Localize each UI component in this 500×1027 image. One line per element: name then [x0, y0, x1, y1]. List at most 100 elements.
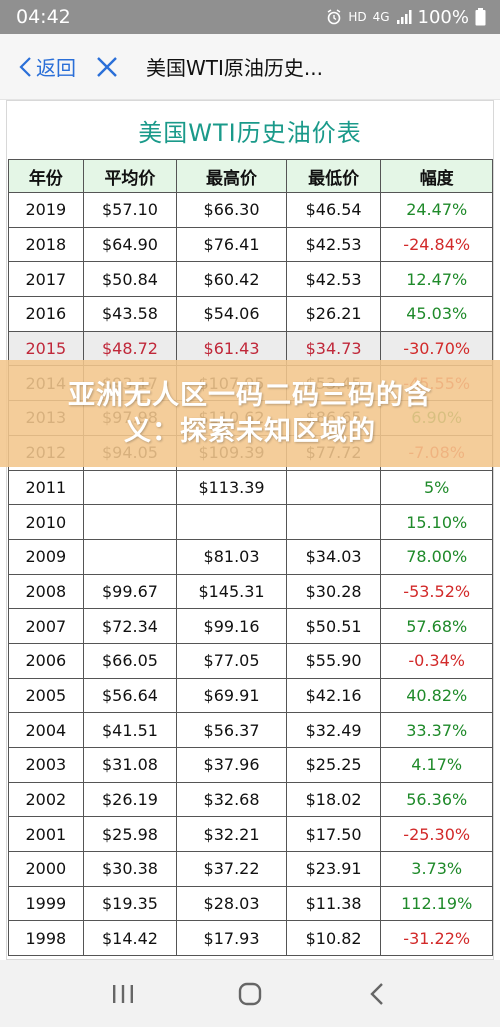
hd-badge: HD: [348, 10, 367, 24]
cell-high: $28.03: [176, 885, 287, 922]
cell-change: 5%: [380, 469, 493, 506]
cell-average: $31.08: [82, 747, 178, 783]
table-body: 2019 $57.10 $66.30 $46.54 24.47% 2018 $64.90 $7…: [8, 192, 493, 957]
cell-average: $99.67: [82, 573, 178, 610]
cell-low: $10.82: [285, 920, 382, 957]
back-nav-icon: [369, 982, 383, 1005]
battery-percent: 100%: [417, 6, 469, 28]
cell-average: $43.58: [82, 296, 178, 332]
cell-year: 2009: [8, 538, 84, 575]
page-title: 美国WTI原油历史...: [146, 56, 323, 80]
cell-year: 2018: [8, 226, 84, 263]
cell-average: $57.10: [82, 192, 178, 228]
cell-high: $81.03: [176, 538, 287, 575]
table-row: 2016 $43.58 $54.06 $26.21 45.03%: [8, 296, 493, 332]
table-row: 2005 $56.64 $69.91 $42.16 40.82%: [8, 677, 493, 714]
cell-low: $23.91: [285, 851, 382, 887]
cell-change: -0.34%: [380, 642, 493, 679]
recent-apps-button[interactable]: [103, 974, 143, 1014]
cell-low: [285, 469, 382, 506]
table-row: 2017 $50.84 $60.42 $42.53 12.47%: [8, 261, 493, 298]
cell-high: $145.31: [176, 573, 287, 610]
cell-high: $17.93: [176, 920, 287, 957]
cell-year: 2011: [8, 469, 84, 506]
system-nav-bar: [0, 960, 500, 1027]
home-icon: [238, 982, 262, 1005]
cell-year: 2002: [8, 781, 84, 818]
table-row: 2004 $41.51 $56.37 $32.49 33.37%: [8, 712, 493, 748]
cell-year: 2006: [8, 642, 84, 679]
close-icon[interactable]: [94, 54, 120, 80]
cell-average: $41.51: [82, 712, 178, 748]
alarm-icon: [327, 9, 341, 25]
back-button[interactable]: 返回: [18, 52, 76, 81]
cell-year: 2005: [8, 677, 84, 714]
header-high: 最高价: [176, 159, 287, 193]
table-row: 2010 15.10%: [8, 504, 493, 540]
cell-average: $56.64: [82, 677, 178, 714]
cell-change: 33.37%: [380, 712, 493, 748]
cell-change: -53.52%: [380, 573, 493, 610]
table-header-row: 年份 平均价 最高价 最低价 幅度: [8, 159, 493, 193]
cell-year: 2007: [8, 608, 84, 644]
cell-year: 2016: [8, 296, 84, 332]
cell-high: $99.16: [176, 608, 287, 644]
cell-low: $30.28: [285, 573, 382, 610]
cell-low: $42.53: [285, 261, 382, 298]
cell-low: $42.53: [285, 226, 382, 263]
cell-year: 2004: [8, 712, 84, 748]
price-table-card: 美国WTI历史油价表 年份 平均价 最高价 最低价 幅度 2019 $57.10 $…: [6, 100, 494, 960]
cell-average: [82, 469, 178, 506]
table-row: 2003 $31.08 $37.96 $25.25 4.17%: [8, 747, 493, 783]
web-content[interactable]: 美国WTI历史油价表 年份 平均价 最高价 最低价 幅度 2019 $57.10 $…: [0, 100, 500, 960]
home-button[interactable]: [230, 974, 270, 1014]
cell-low: $42.16: [285, 677, 382, 714]
cell-high: $60.42: [176, 261, 287, 298]
cell-low: $55.90: [285, 642, 382, 679]
cell-change: 40.82%: [380, 677, 493, 714]
cell-change: -31.22%: [380, 920, 493, 957]
cell-change: 56.36%: [380, 781, 493, 818]
cell-year: 2010: [8, 504, 84, 540]
overlay-banner[interactable]: 亚洲无人区一码二码三码的含义：探索未知区域的: [0, 360, 500, 467]
cell-low: $26.21: [285, 296, 382, 332]
cell-low: $18.02: [285, 781, 382, 818]
back-nav-button[interactable]: [357, 974, 397, 1014]
cell-change: 3.73%: [380, 851, 493, 887]
cell-change: 57.68%: [380, 608, 493, 644]
table-row: 2008 $99.67 $145.31 $30.28 -53.52%: [8, 573, 493, 610]
cell-change: 112.19%: [380, 885, 493, 922]
cell-average: $19.35: [82, 885, 178, 922]
table-row: 2019 $57.10 $66.30 $46.54 24.47%: [8, 192, 493, 228]
cell-high: $77.05: [176, 642, 287, 679]
cell-low: $17.50: [285, 816, 382, 853]
cell-change: 4.17%: [380, 747, 493, 783]
cell-average: $30.38: [82, 851, 178, 887]
recent-apps-icon: [113, 984, 134, 1003]
cell-low: [285, 504, 382, 540]
cell-change: 78.00%: [380, 538, 493, 575]
cell-change: 12.47%: [380, 261, 493, 298]
cell-high: $113.39: [176, 469, 287, 506]
cell-average: $50.84: [82, 261, 178, 298]
cell-low: $32.49: [285, 712, 382, 748]
cell-year: 2008: [8, 573, 84, 610]
cell-average: $26.19: [82, 781, 178, 818]
cell-average: $66.05: [82, 642, 178, 679]
cell-average: $64.90: [82, 226, 178, 263]
cell-low: $46.54: [285, 192, 382, 228]
cell-high: [176, 504, 287, 540]
price-table: 年份 平均价 最高价 最低价 幅度 2019 $57.10 $66.30 $46.54…: [8, 159, 493, 957]
header-year: 年份: [8, 159, 84, 193]
cell-year: 2019: [8, 192, 84, 228]
table-row: 2007 $72.34 $99.16 $50.51 57.68%: [8, 608, 493, 644]
table-title: 美国WTI历史油价表: [138, 118, 362, 147]
cell-average: $25.98: [82, 816, 178, 853]
status-icons: HD 4G 100%: [326, 7, 486, 28]
cell-average: [82, 504, 178, 540]
cell-high: $32.68: [176, 781, 287, 818]
cell-high: $37.96: [176, 747, 287, 783]
table-row: 2011 $113.39 5%: [8, 469, 493, 506]
cell-year: 1998: [8, 920, 84, 957]
status-time: 04:42: [16, 6, 71, 28]
